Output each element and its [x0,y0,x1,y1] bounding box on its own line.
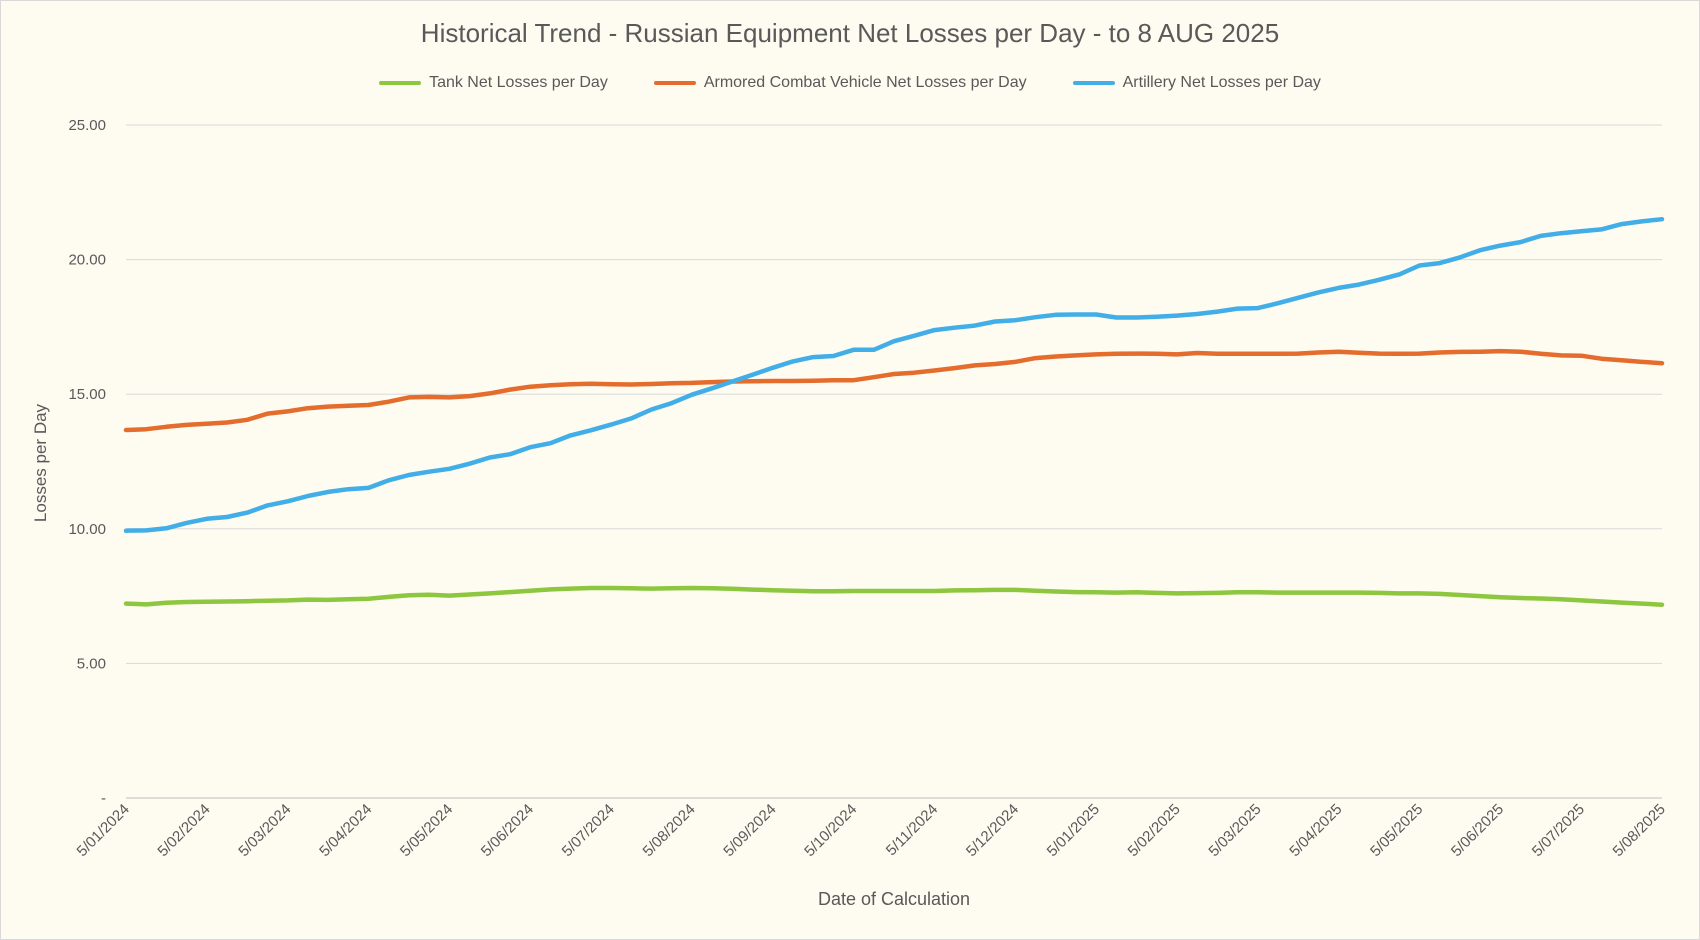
legend-swatch [379,81,422,85]
y-tick-label: 10.00 [68,521,106,538]
x-axis-title: Date of Calculation [817,889,971,909]
y-tick-label: 15.00 [68,386,106,403]
chart-legend: Tank Net Losses per Day Armored Combat Ve… [0,74,1700,92]
x-tick-label: 5/09/2024 [720,801,779,860]
y-tick-label: 5.00 [77,655,106,672]
x-tick-label: 5/11/2024 [883,801,941,859]
x-tick-label: 5/03/2024 [235,801,294,860]
x-tick-label: 5/02/2025 [1125,801,1184,860]
x-tick-label: 5/07/2025 [1529,801,1588,860]
x-tick-label: 5/10/2024 [801,801,860,860]
series-line-2 [123,216,1665,533]
x-tick-label: 5/08/2025 [1610,801,1669,860]
legend-swatch [653,81,696,85]
legend-label: Artillery Net Losses per Day [1122,74,1321,91]
legend-item-1: Armored Combat Vehicle Net Losses per Da… [653,74,1027,92]
x-tick-label: 5/12/2024 [963,801,1022,860]
series-line-1 [123,348,1665,433]
x-tick-label: 5/06/2025 [1448,801,1507,860]
legend-item-2: Artillery Net Losses per Day [1072,74,1321,92]
legend-item-0: Tank Net Losses per Day [379,74,608,92]
chart-title: Historical Trend - Russian Equipment Net… [420,18,1280,48]
x-tick-label: 5/07/2024 [559,801,618,860]
x-tick-label: 5/08/2024 [640,801,699,860]
x-tick-label: 5/04/2025 [1286,801,1345,860]
x-tick-label: 5/05/2024 [397,801,456,860]
legend-label: Tank Net Losses per Day [429,74,608,91]
series-line-0 [123,585,1665,607]
x-tick-label: 5/01/2025 [1044,801,1103,860]
x-tick-label: 5/03/2025 [1205,801,1264,860]
legend-swatch [1072,81,1115,85]
y-tick-label: 20.00 [68,252,106,269]
y-tick-label: 25.00 [68,117,106,134]
x-tick-label: 5/04/2024 [316,801,375,860]
x-tick-label: 5/01/2024 [74,801,133,860]
y-axis-title: Losses per Day [31,403,50,523]
legend-label: Armored Combat Vehicle Net Losses per Da… [703,74,1027,91]
y-tick-label: - [101,790,106,807]
x-tick-label: 5/05/2025 [1367,801,1426,860]
x-tick-label: 5/06/2024 [478,801,537,860]
x-tick-label: 5/02/2024 [154,801,213,860]
